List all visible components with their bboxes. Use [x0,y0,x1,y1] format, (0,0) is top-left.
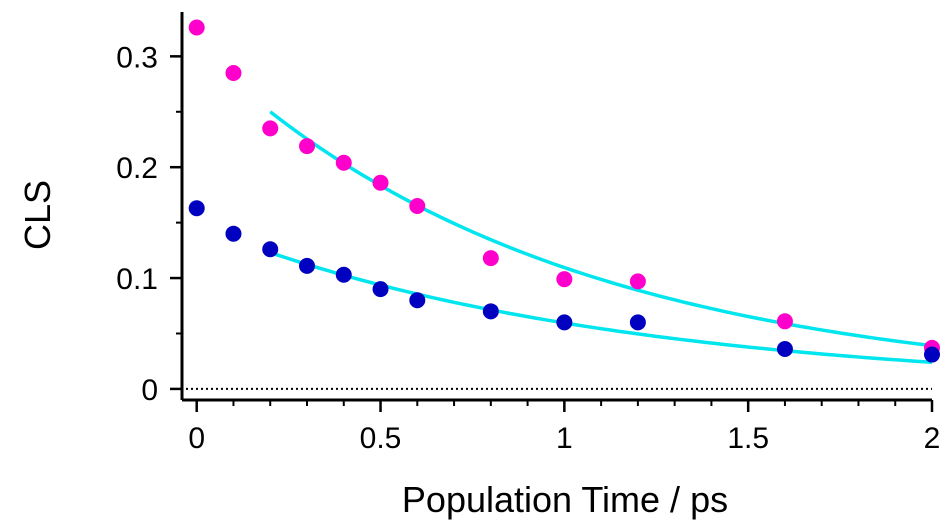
data-point-s2-7 [409,292,426,309]
data-point-s2-5 [335,266,352,283]
data-point-s2-8 [482,303,499,320]
fit-curve-2 [269,250,933,365]
y-tick-label: 0.1 [116,263,158,296]
data-points [188,19,940,363]
x-tick-label: 1 [556,422,573,455]
data-point-s1-9 [556,271,573,288]
x-axis-title: Population Time / ps [402,479,728,520]
data-point-s1-11 [776,313,793,330]
data-point-s1-1 [188,19,205,36]
data-point-s1-6 [372,174,389,191]
x-tick-label: 0.5 [360,422,402,455]
data-point-s1-7 [409,198,426,214]
y-tick-label: 0 [141,374,158,407]
data-point-s2-1 [188,200,205,217]
data-point-s1-8 [482,250,499,267]
data-point-s2-12 [924,346,940,363]
data-point-s1-5 [335,154,352,171]
data-point-s2-9 [556,314,573,331]
y-tick-label: 0.3 [116,41,158,74]
axes: 0 0.1 0.2 0.3 0 0.5 1 1.5 2 [116,12,940,455]
data-point-s2-3 [262,241,279,258]
data-point-s1-2 [225,64,242,81]
y-axis-title: CLS [17,180,58,250]
data-point-s2-4 [299,257,315,274]
y-tick-label: 0.2 [116,152,158,185]
x-tick-label: 2 [924,422,941,455]
data-point-s1-10 [629,273,646,290]
fit-curves [269,110,933,365]
data-point-s1-4 [299,138,315,155]
data-point-s2-2 [225,225,242,242]
data-point-s2-6 [372,281,389,298]
data-point-s2-10 [629,314,646,331]
fit-curve-1 [269,110,933,348]
x-tick-label: 0 [188,422,205,455]
x-tick-label: 1.5 [727,422,769,455]
data-point-s2-11 [776,341,793,358]
data-point-s1-3 [262,120,279,137]
